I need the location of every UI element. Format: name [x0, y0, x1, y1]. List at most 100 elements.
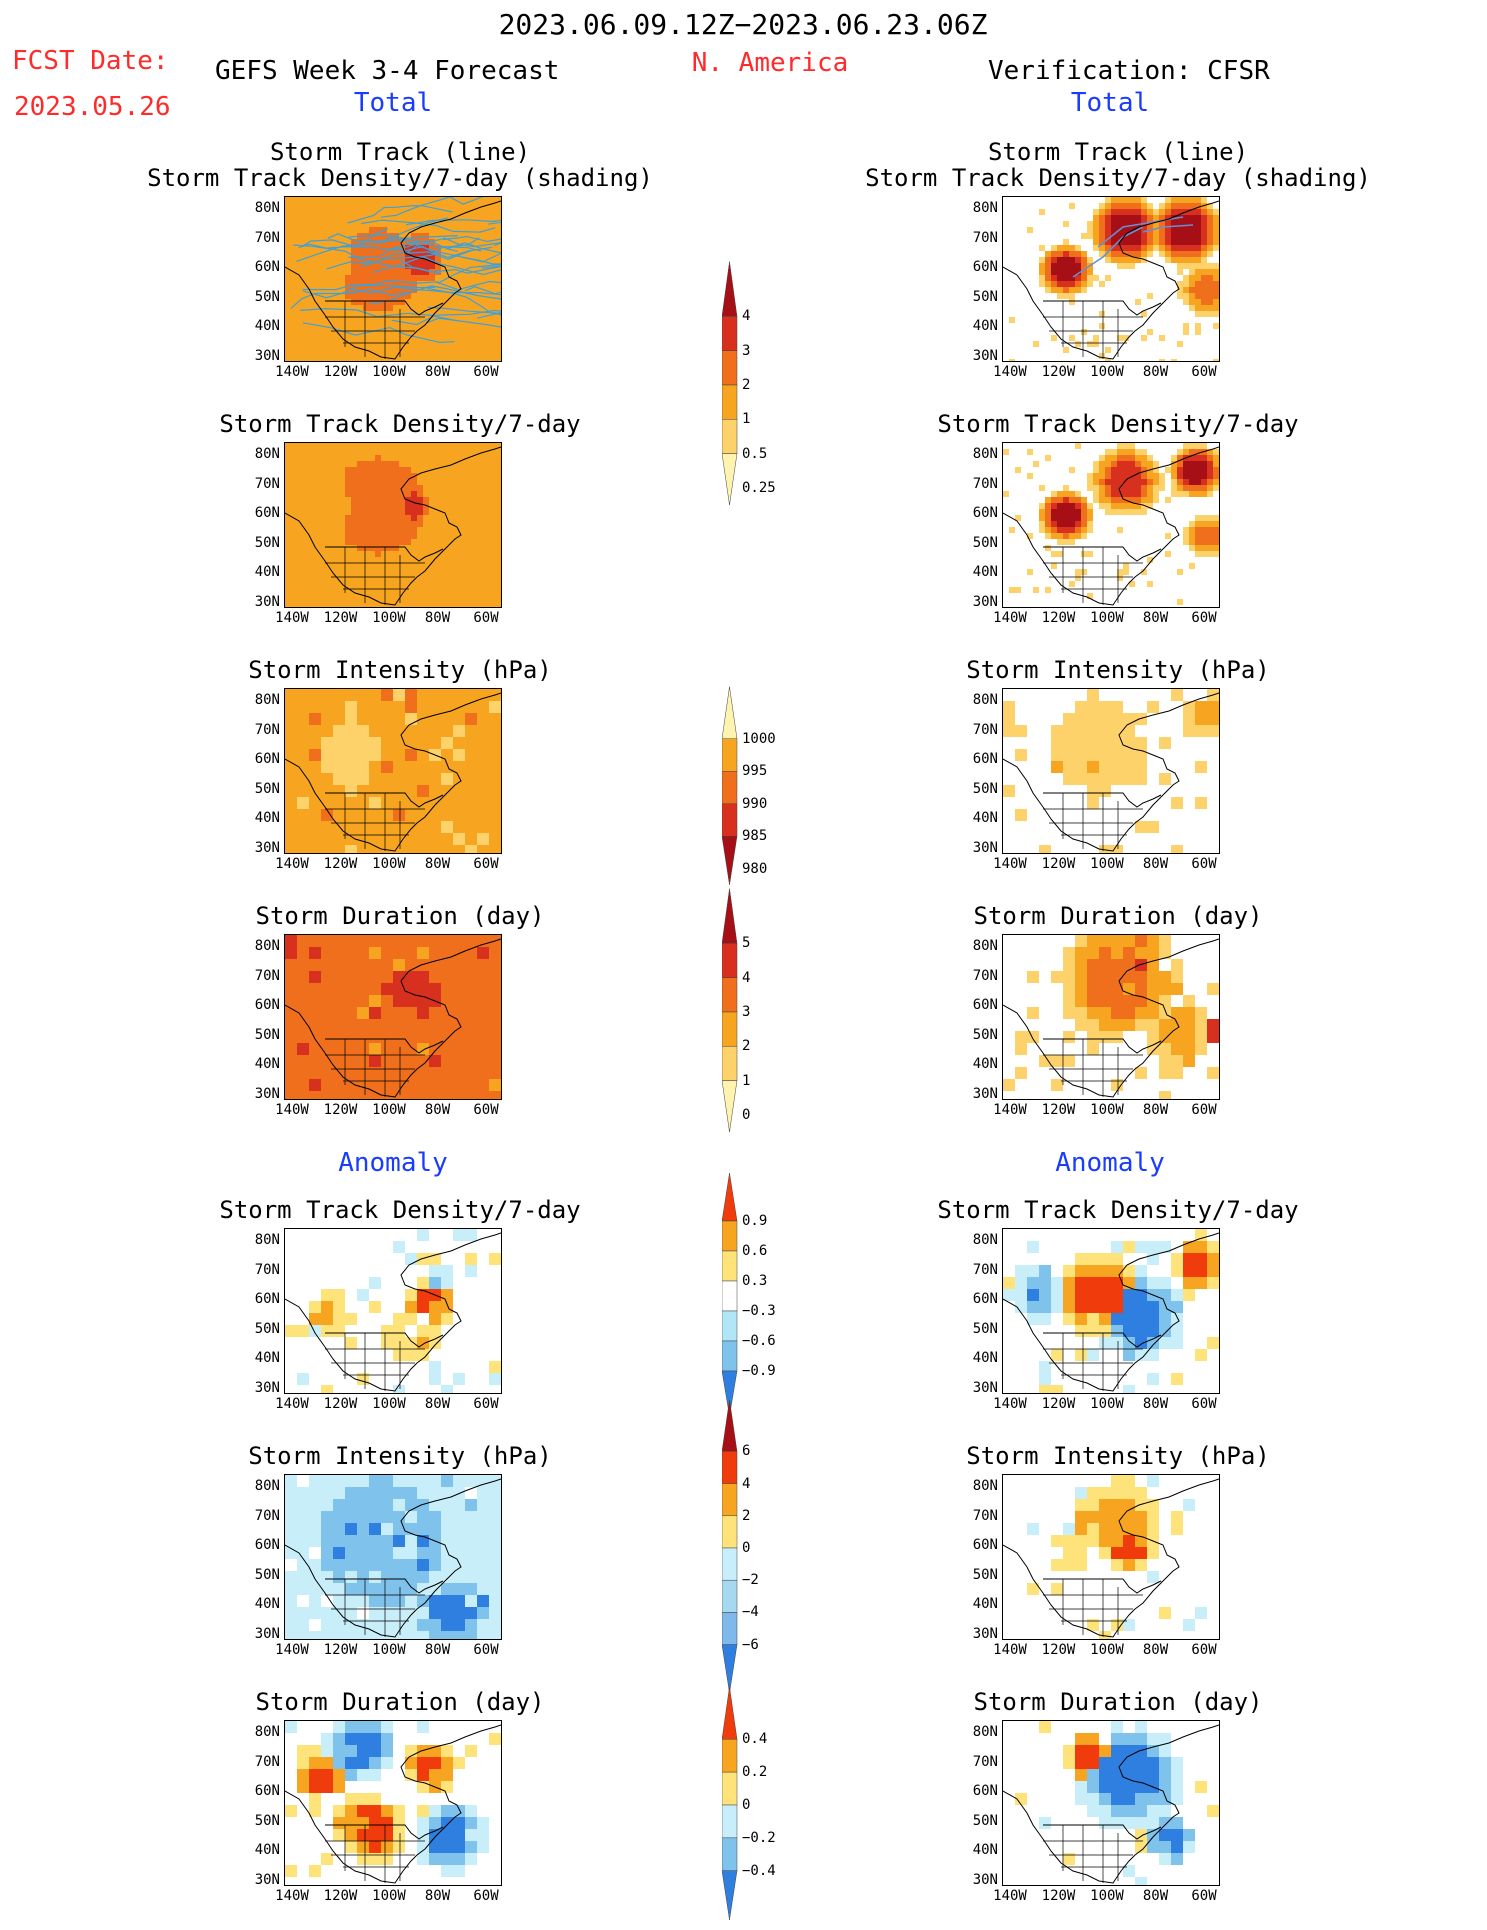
field-cell — [441, 221, 448, 228]
field-cell — [351, 461, 358, 468]
field-cell — [1183, 269, 1190, 276]
field-cell — [1003, 305, 1010, 312]
field-cell — [1093, 239, 1100, 246]
field-cell — [1093, 251, 1100, 258]
field-cell — [333, 473, 340, 480]
field-cell — [357, 359, 364, 361]
field-cell — [285, 599, 292, 606]
field-cell — [483, 599, 490, 606]
field-cell — [1177, 479, 1184, 486]
field-cell — [285, 845, 298, 853]
field-cell — [1213, 233, 1219, 240]
field-cell — [375, 527, 382, 534]
field-cell — [1213, 281, 1219, 288]
field-cell — [1135, 347, 1142, 354]
field-cell — [1153, 581, 1160, 588]
field-cell — [297, 845, 310, 853]
field-cell — [1027, 485, 1034, 492]
field-cell — [1027, 467, 1034, 474]
field-cell — [1063, 299, 1070, 306]
field-cell — [1147, 269, 1154, 276]
lat-tick-label: 30N — [962, 594, 998, 610]
field-cell — [357, 251, 364, 258]
field-cell — [489, 473, 496, 480]
field-cell — [1087, 509, 1094, 516]
field-cell — [1099, 713, 1112, 726]
field-cell — [1039, 689, 1052, 702]
field-cell — [441, 689, 454, 702]
field-cell — [1075, 287, 1082, 294]
field-cell — [1063, 725, 1076, 738]
field-cell — [297, 605, 304, 607]
field-cell — [447, 569, 454, 576]
field-cell — [429, 353, 436, 360]
field-cell — [1075, 341, 1082, 348]
field-cell — [1099, 725, 1112, 738]
field-cell — [339, 341, 346, 348]
field-cell — [285, 785, 298, 798]
field-cell — [1207, 587, 1214, 594]
field-cell — [309, 749, 322, 762]
field-cell — [1069, 527, 1076, 534]
field-cell — [375, 449, 382, 456]
field-cell — [345, 557, 352, 564]
field-cell — [1015, 473, 1022, 480]
field-cell — [1111, 449, 1118, 456]
field-cell — [1195, 335, 1202, 342]
field-cell — [309, 995, 322, 1008]
field-cell — [303, 359, 310, 361]
field-cell — [1099, 233, 1106, 240]
field-cell — [357, 335, 364, 342]
field-cell — [1075, 305, 1082, 312]
field-cell — [1159, 479, 1166, 486]
field-cell — [1201, 305, 1208, 312]
field-cell — [1207, 539, 1214, 546]
field-cell — [387, 329, 394, 336]
field-cell — [1045, 305, 1052, 312]
field-cell — [1045, 245, 1052, 252]
field-cell — [429, 1067, 442, 1080]
field-cell — [369, 581, 376, 588]
field-cell — [351, 497, 358, 504]
field-cell — [1027, 527, 1034, 534]
field-cell — [453, 983, 466, 996]
field-cell — [1081, 461, 1088, 468]
field-cell — [471, 275, 478, 282]
field-cell — [1195, 761, 1208, 774]
field-cell — [1093, 359, 1100, 361]
field-cell — [483, 335, 490, 342]
field-cell — [1033, 521, 1040, 528]
field-cell — [297, 335, 304, 342]
field-cell — [1015, 449, 1022, 456]
field-cell — [447, 455, 454, 462]
field-cell — [1171, 455, 1178, 462]
field-cell — [369, 749, 382, 762]
field-cell — [453, 551, 460, 558]
field-cell — [1093, 545, 1100, 552]
field-cell — [1033, 605, 1040, 607]
field-cell — [429, 701, 442, 714]
field-cell — [339, 443, 346, 450]
field-cell — [1003, 479, 1010, 486]
field-cell — [1099, 593, 1106, 600]
field-cell — [477, 983, 490, 996]
field-cell — [1213, 275, 1219, 282]
field-cell — [1207, 257, 1214, 264]
lon-tick-label: 140W — [275, 610, 309, 626]
field-cell — [321, 527, 328, 534]
field-cell — [453, 1043, 466, 1056]
field-cell — [447, 491, 454, 498]
field-cell — [429, 761, 442, 774]
field-cell — [1171, 311, 1178, 318]
field-cell — [1009, 197, 1016, 204]
field-cell — [1159, 833, 1172, 846]
field-cell — [1213, 563, 1219, 570]
field-cell — [495, 455, 501, 462]
field-cell — [387, 221, 394, 228]
field-cell — [1153, 287, 1160, 294]
field-cell — [357, 341, 364, 348]
field-cell — [459, 503, 466, 510]
field-cell — [1207, 557, 1214, 564]
field-cell — [489, 527, 496, 534]
field-cell — [1021, 323, 1028, 330]
